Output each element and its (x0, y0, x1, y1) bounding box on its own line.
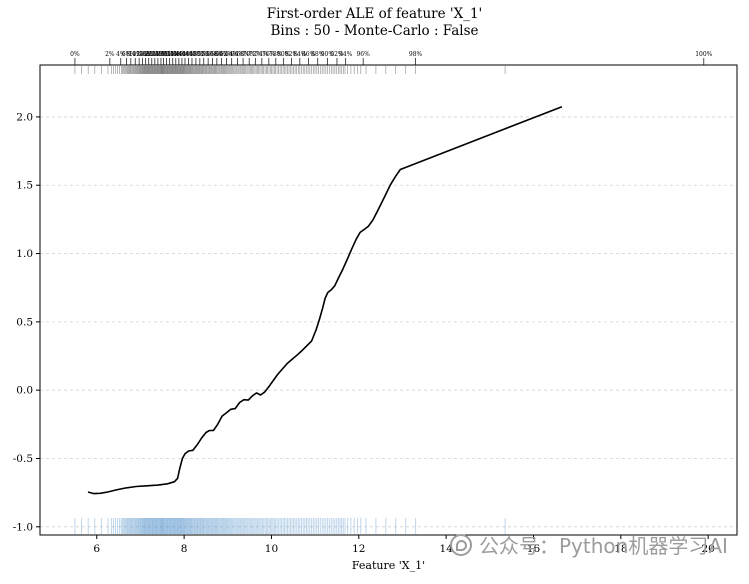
svg-text:50%: 50% (193, 51, 207, 58)
svg-text:14: 14 (439, 543, 453, 555)
svg-text:6: 6 (93, 543, 100, 555)
svg-text:88%: 88% (311, 51, 325, 58)
svg-text:92%: 92% (330, 51, 344, 58)
y-axis: -1.0 -0.5 0.0 0.5 1.0 1.5 2.0 (13, 111, 40, 533)
svg-text:52%: 52% (197, 51, 211, 58)
svg-text:12%: 12% (132, 51, 146, 58)
svg-text:66%: 66% (231, 51, 245, 58)
svg-text:40%: 40% (175, 51, 189, 58)
svg-text:0.5: 0.5 (16, 316, 33, 328)
svg-text:90%: 90% (321, 51, 335, 58)
svg-text:44%: 44% (182, 51, 196, 58)
svg-text:78%: 78% (269, 51, 283, 58)
watermark-text: 公众号：Python机器学习AI (479, 534, 728, 558)
svg-text:54%: 54% (201, 51, 215, 58)
svg-text:84%: 84% (293, 51, 307, 58)
svg-text:100%: 100% (695, 51, 712, 58)
watermark: 公众号：Python机器学习AI (450, 530, 728, 559)
svg-text:42%: 42% (178, 51, 192, 58)
svg-text:70%: 70% (243, 51, 257, 58)
svg-text:-1.0: -1.0 (13, 521, 33, 533)
svg-text:16%: 16% (139, 51, 153, 58)
x-axis: 6 8 10 12 14 16 18 20 (93, 535, 715, 555)
svg-text:10: 10 (265, 543, 278, 555)
svg-text:68%: 68% (236, 51, 250, 58)
svg-text:32%: 32% (163, 51, 177, 58)
svg-text:60%: 60% (215, 51, 229, 58)
svg-text:28%: 28% (157, 51, 171, 58)
svg-text:80%: 80% (277, 51, 291, 58)
svg-text:96%: 96% (356, 51, 370, 58)
svg-text:8%: 8% (126, 51, 136, 58)
svg-text:34%: 34% (166, 51, 180, 58)
svg-text:0%: 0% (70, 51, 80, 58)
top-percentile-axis: 0% 2% 4%6%8%10%12%14%16%18%20%22%24%26%28%… (70, 51, 713, 65)
svg-text:94%: 94% (339, 51, 353, 58)
svg-text:20%: 20% (145, 51, 159, 58)
svg-text:6%: 6% (122, 51, 132, 58)
svg-text:38%: 38% (172, 51, 186, 58)
y-gridlines (40, 116, 737, 528)
svg-text:58%: 58% (210, 51, 224, 58)
svg-text:36%: 36% (169, 51, 183, 58)
ale-line (87, 105, 563, 495)
svg-text:98%: 98% (409, 51, 423, 58)
svg-text:18: 18 (614, 543, 627, 555)
watermark-logo-icon (450, 533, 472, 556)
svg-text:-0.5: -0.5 (13, 453, 33, 465)
svg-text:22%: 22% (148, 51, 162, 58)
svg-text:30%: 30% (160, 51, 174, 58)
svg-text:4%: 4% (116, 51, 126, 58)
svg-text:76%: 76% (262, 51, 276, 58)
svg-text:8: 8 (181, 543, 188, 555)
svg-text:82%: 82% (285, 51, 299, 58)
svg-text:72%: 72% (249, 51, 263, 58)
svg-text:14%: 14% (136, 51, 150, 58)
svg-text:1.5: 1.5 (16, 180, 33, 192)
svg-text:86%: 86% (302, 51, 316, 58)
svg-text:24%: 24% (151, 51, 165, 58)
svg-text:18%: 18% (142, 51, 156, 58)
svg-text:48%: 48% (189, 51, 203, 58)
svg-text:12: 12 (352, 543, 365, 555)
svg-text:46%: 46% (185, 51, 199, 58)
svg-text:16: 16 (527, 543, 541, 555)
top-rug (74, 66, 506, 74)
svg-text:2.0: 2.0 (16, 111, 33, 123)
svg-text:20: 20 (701, 543, 714, 555)
x-axis-label: Feature 'X_1' (352, 559, 425, 572)
svg-text:64%: 64% (225, 51, 239, 58)
svg-text:56%: 56% (206, 51, 220, 58)
svg-text:0.0: 0.0 (16, 385, 33, 397)
svg-text:10%: 10% (129, 51, 143, 58)
chart-subtitle: Bins : 50 - Monte-Carlo : False (270, 23, 479, 39)
svg-text:26%: 26% (154, 51, 168, 58)
svg-text:74%: 74% (255, 51, 269, 58)
chart-title: First-order ALE of feature 'X_1' (266, 6, 483, 22)
svg-text:2%: 2% (105, 51, 115, 58)
plot-frame (39, 64, 738, 536)
bottom-rug (74, 518, 506, 534)
svg-text:62%: 62% (220, 51, 234, 58)
svg-text:1.0: 1.0 (16, 248, 33, 260)
